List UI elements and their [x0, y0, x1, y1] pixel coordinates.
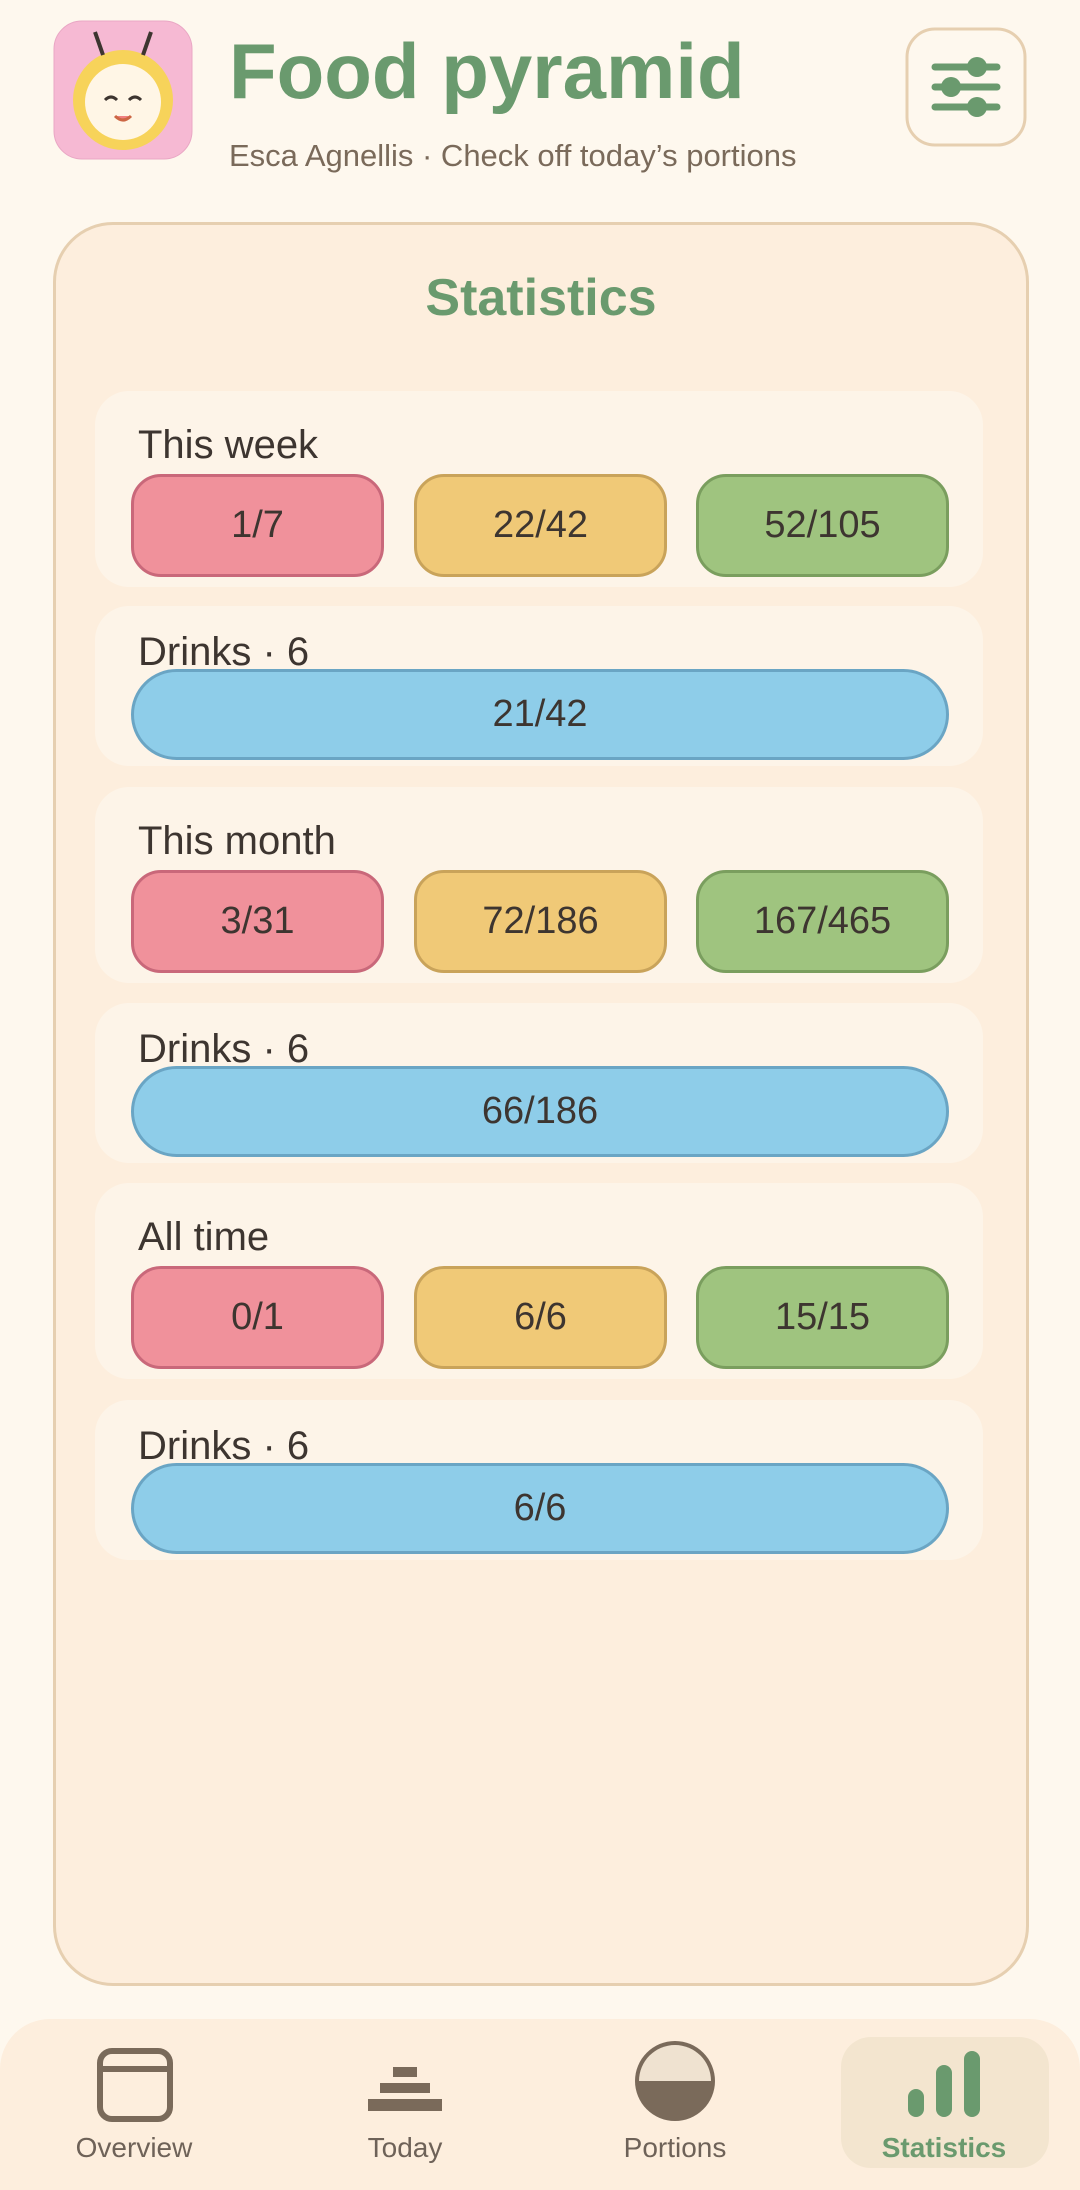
stat-pill: 72/186 — [414, 870, 667, 973]
settings-button[interactable] — [905, 27, 1027, 147]
drinks-bar: 21/42 — [131, 669, 949, 760]
period-label: This week — [138, 423, 319, 467]
stat-pill: 6/6 — [414, 1266, 667, 1369]
drinks-bar: 6/6 — [131, 1463, 949, 1554]
stat-pill: 167/465 — [696, 870, 949, 973]
stat-pill: 1/7 — [131, 474, 384, 577]
nav-tab-label[interactable]: Portions — [623, 2132, 727, 2163]
period-label: This month — [138, 819, 336, 863]
app-title: Food pyramid — [229, 27, 745, 115]
drinks-label: Drinks · 6 — [138, 630, 310, 674]
stat-pill: 3/31 — [131, 870, 384, 973]
period-label: All time — [138, 1215, 270, 1259]
nav-icons — [97, 2041, 980, 2122]
drinks-bar: 66/186 — [131, 1066, 949, 1157]
stat-pill: 0/1 — [131, 1266, 384, 1369]
stat-pill: 22/42 — [414, 474, 667, 577]
stat-pill: 15/15 — [696, 1266, 949, 1369]
nav-tab-label[interactable]: Today — [367, 2132, 443, 2163]
nav-tab-label[interactable]: Statistics — [881, 2132, 1007, 2163]
nav-tab-label[interactable]: Overview — [75, 2132, 193, 2163]
app-icon — [53, 20, 193, 160]
stat-pill: 52/105 — [696, 474, 949, 577]
drinks-label: Drinks · 6 — [138, 1027, 310, 1071]
drinks-label: Drinks · 6 — [138, 1424, 310, 1468]
card-title: Statistics — [425, 269, 657, 327]
app-subtitle: Esca Agnellis · Check off today’s portio… — [229, 138, 797, 173]
